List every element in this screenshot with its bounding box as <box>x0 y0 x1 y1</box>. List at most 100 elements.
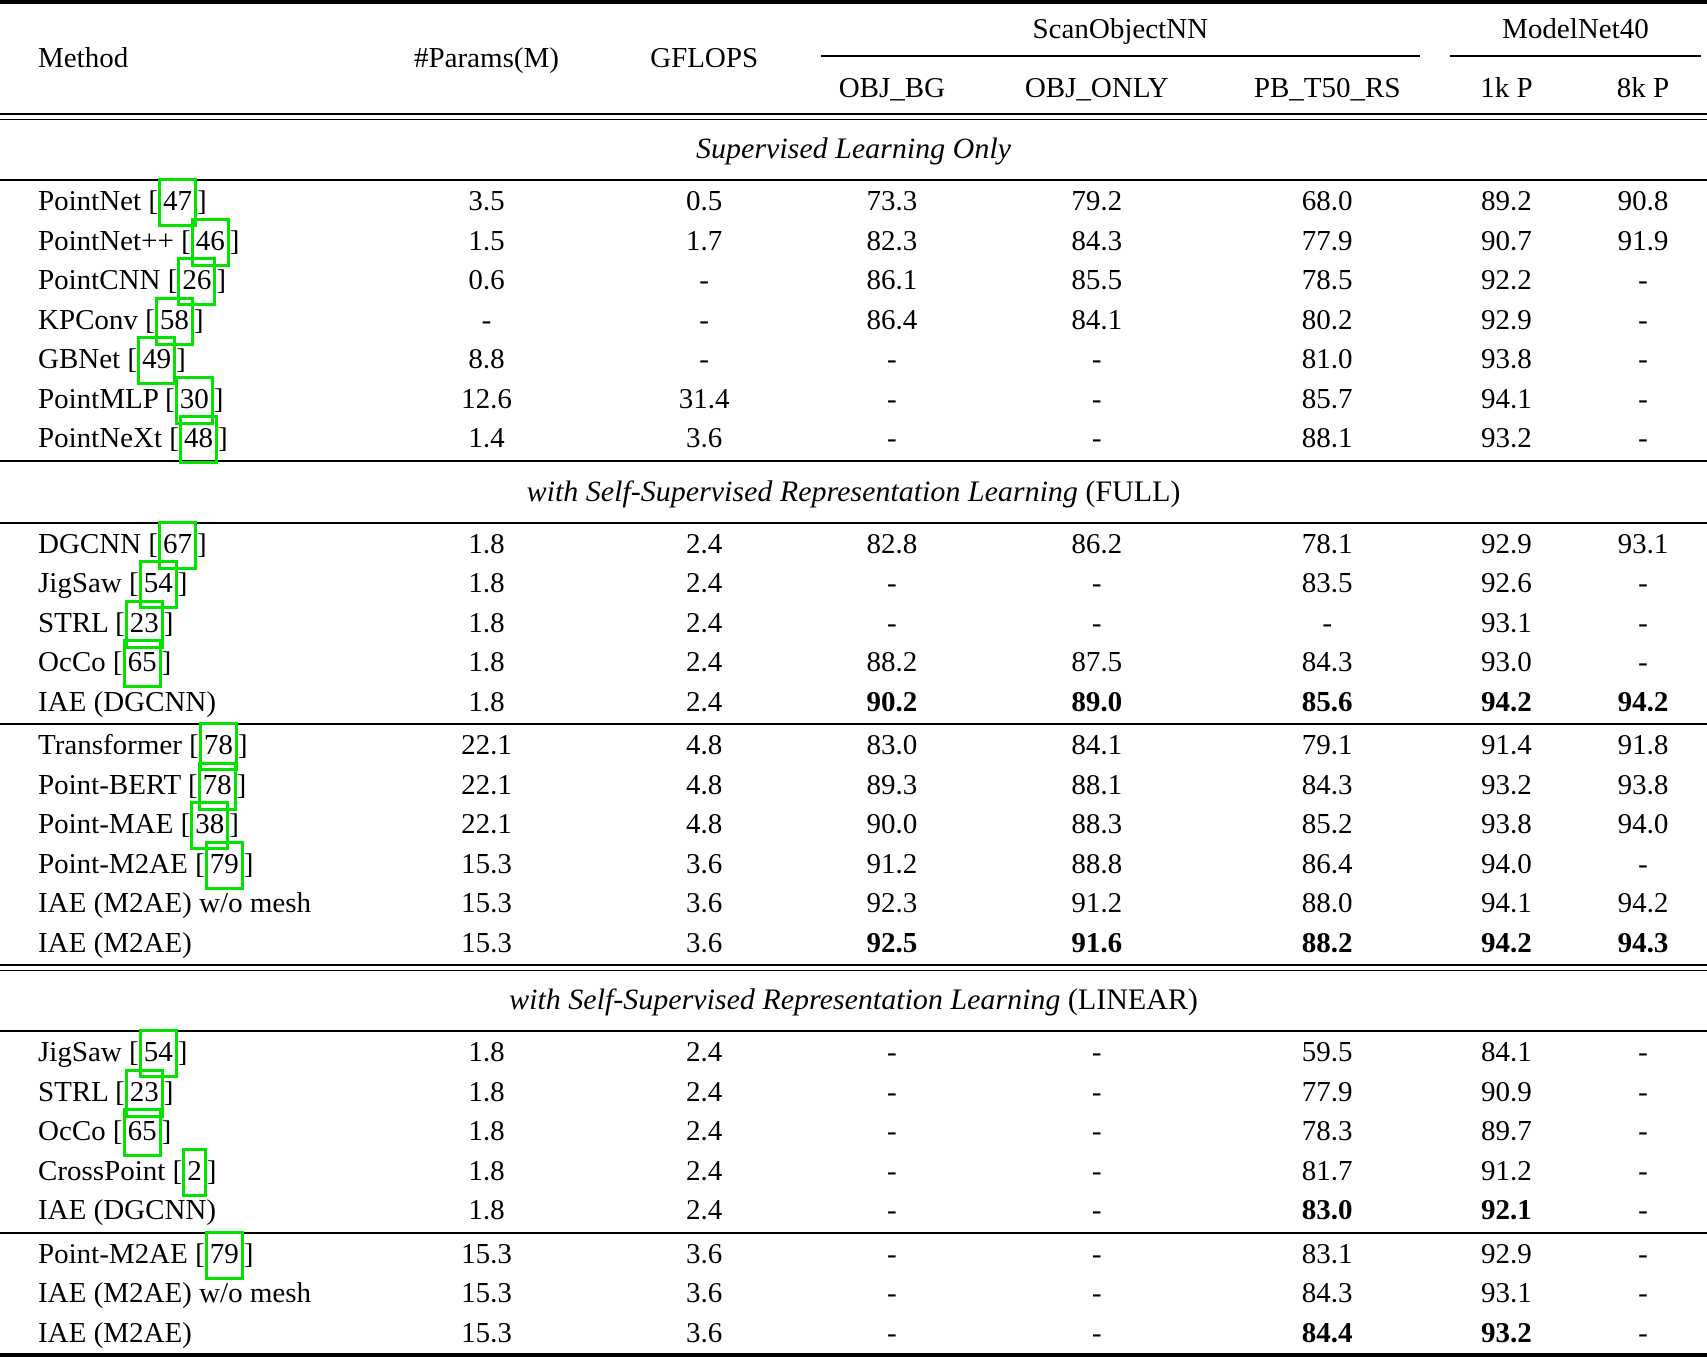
value-cell: 92.9 <box>1481 527 1532 560</box>
value-cell: 84.3 <box>1071 224 1123 257</box>
value-cell: - <box>1638 264 1648 297</box>
table-row: IAE (M2AE) w/o mesh 15.3 3.6 92.3 91.2 88.0 94… <box>0 884 1707 924</box>
citation-link[interactable]: 54 <box>138 1029 178 1079</box>
single-rule <box>0 722 1707 726</box>
value-cell: - <box>887 1316 897 1349</box>
method-cell: OcCo [65] <box>0 639 376 689</box>
citation-link[interactable]: 48 <box>178 415 218 465</box>
value-cell: - <box>1638 1277 1648 1310</box>
table-row: Point-M2AE [79] 15.3 3.6 91.2 88.8 86.4 94.0 - <box>0 840 1707 890</box>
value-cell: 90.8 <box>1617 185 1669 218</box>
value-cell: - <box>481 303 492 336</box>
col-header-pb-t50-rs: PB_T50_RS <box>1253 71 1401 104</box>
header-row-groups: Method #Params(M) GFLOPS ScanObjectNN Mo… <box>0 2 1707 74</box>
citation-link[interactable]: 23 <box>124 599 164 649</box>
col-header-obj-only: OBJ_ONLY <box>1024 71 1169 104</box>
method-cell: IAE (M2AE) w/o mesh <box>38 1277 312 1310</box>
citation-link[interactable]: 65 <box>122 1108 162 1158</box>
value-cell: 1.8 <box>468 1036 505 1069</box>
single-rule <box>0 178 1707 182</box>
value-cell: - <box>887 1115 897 1148</box>
col-header-gflops: GFLOPS <box>650 41 759 74</box>
value-cell: - <box>887 567 897 600</box>
value-cell: - <box>1638 1194 1648 1227</box>
value-cell: - <box>1638 343 1648 376</box>
table-row: Transformer [78] 22.1 4.8 83.0 84.1 79.1 91.4 9… <box>0 722 1707 772</box>
table-row: JigSaw [54] 1.8 2.4 - - 83.5 92.6 - <box>0 560 1707 610</box>
table-row: STRL [23] 1.8 2.4 - - 77.9 90.9 - <box>0 1068 1707 1118</box>
value-cell: 4.8 <box>686 768 723 801</box>
section-band: with Self-Supervised Representation Lear… <box>0 971 1707 1029</box>
citation-link[interactable]: 79 <box>204 1230 244 1280</box>
citation-link[interactable]: 49 <box>137 336 177 386</box>
table-row: OcCo [65] 1.8 2.4 - - 78.3 89.7 - <box>0 1108 1707 1158</box>
value-cell: 86.2 <box>1071 527 1123 560</box>
value-cell: 86.4 <box>866 303 918 336</box>
method-cell: IAE (M2AE) <box>38 926 192 959</box>
table-row: DGCNN [67] 1.8 2.4 82.8 86.2 78.1 92.9 93.1 <box>0 520 1707 570</box>
value-cell: 88.3 <box>1071 808 1123 841</box>
value-cell: - <box>1091 1194 1102 1227</box>
citation-link[interactable]: 30 <box>174 375 214 425</box>
value-cell: 77.9 <box>1301 224 1353 257</box>
value-cell: - <box>1638 1036 1648 1069</box>
method-cell: Point-M2AE [79] <box>0 840 376 890</box>
value-cell: 85.2 <box>1301 808 1353 841</box>
value-cell: - <box>887 343 897 376</box>
value-cell: 22.1 <box>461 808 512 841</box>
value-cell: 91.6 <box>1071 926 1123 959</box>
value-cell: 3.6 <box>686 887 723 920</box>
value-cell: 84.1 <box>1481 1036 1532 1069</box>
citation-link[interactable]: 23 <box>124 1068 164 1118</box>
value-cell: 78.5 <box>1301 264 1353 297</box>
method-cell: PointCNN [26] <box>0 257 376 307</box>
method-cell: PointMLP [30] <box>0 375 376 425</box>
value-cell: - <box>1091 382 1102 415</box>
citation-link[interactable]: 26 <box>177 257 217 307</box>
value-cell: 94.1 <box>1481 382 1532 415</box>
value-cell: - <box>1322 606 1332 639</box>
value-cell: - <box>1091 1277 1102 1310</box>
value-cell: 15.3 <box>461 847 512 880</box>
citation-link[interactable]: 78 <box>198 722 238 772</box>
section-band: Supervised Learning Only <box>0 120 1707 178</box>
table-row: OcCo [65] 1.8 2.4 88.2 87.5 84.3 93.0 - <box>0 639 1707 689</box>
value-cell: - <box>887 1194 897 1227</box>
group-underline-modelnet40: ModelNet40 <box>1449 11 1701 57</box>
rule-cell <box>0 1029 1707 1033</box>
value-cell: 91.9 <box>1617 224 1669 257</box>
value-cell: - <box>887 1036 897 1069</box>
citation-link[interactable]: 78 <box>197 761 237 811</box>
value-cell: 22.1 <box>461 729 512 762</box>
rule-cell <box>0 963 1707 971</box>
method-cell: IAE (DGCNN) <box>38 1194 216 1227</box>
value-cell: 2.4 <box>686 527 723 560</box>
citation-link[interactable]: 2 <box>182 1147 207 1197</box>
value-cell: 3.6 <box>686 1237 723 1270</box>
value-cell: 1.8 <box>468 1075 505 1108</box>
citation-link[interactable]: 67 <box>158 520 198 570</box>
citation-link[interactable]: 79 <box>204 840 244 890</box>
value-cell: 2.4 <box>686 1115 723 1148</box>
citation-link[interactable]: 46 <box>190 217 230 267</box>
value-cell: 1.8 <box>468 1194 505 1227</box>
value-cell: 80.2 <box>1301 303 1353 336</box>
value-cell: 2.4 <box>686 1154 723 1187</box>
header-row-subcolumns: OBJ_BG OBJ_ONLY PB_T50_RS 1k P 8k P <box>0 64 1707 112</box>
citation-link[interactable]: 54 <box>138 560 178 610</box>
value-cell: 81.7 <box>1301 1154 1353 1187</box>
value-cell: 94.0 <box>1617 808 1669 841</box>
citation-link[interactable]: 47 <box>158 178 198 228</box>
col-header-8k-p: 8k P <box>1616 71 1670 104</box>
citation-link[interactable]: 58 <box>154 296 194 346</box>
method-cell: CrossPoint [2] <box>0 1147 376 1197</box>
value-cell: 73.3 <box>866 185 918 218</box>
value-cell: - <box>887 1237 897 1270</box>
value-cell: 2.4 <box>686 1075 723 1108</box>
value-cell: - <box>1638 1237 1648 1270</box>
value-cell: 94.2 <box>1481 926 1532 959</box>
value-cell: - <box>1638 303 1648 336</box>
citation-link[interactable]: 38 <box>190 801 230 851</box>
method-cell: STRL [23] <box>0 599 376 649</box>
citation-link[interactable]: 65 <box>122 639 162 689</box>
